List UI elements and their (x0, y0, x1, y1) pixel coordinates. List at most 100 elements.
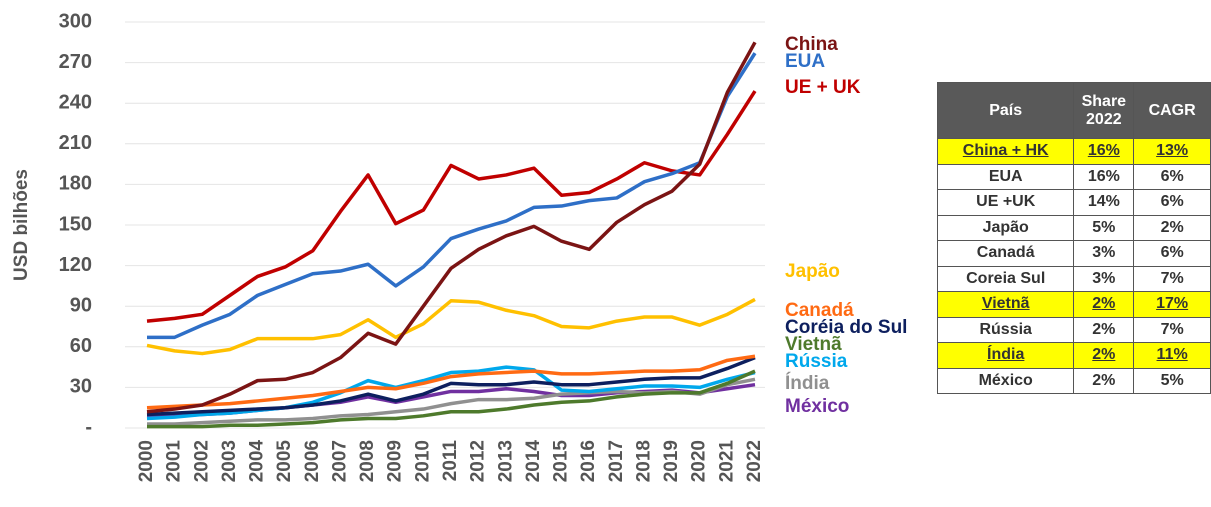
table-cell: 11% (1133, 342, 1211, 369)
x-tick-label: 2018 (633, 440, 654, 482)
table-cell: 6% (1133, 240, 1211, 267)
table-cell: UE +UK (937, 189, 1075, 216)
y-tick-label: - (85, 416, 92, 438)
header-row: País Share 2022 CAGR (937, 82, 1211, 139)
data-table: País Share 2022 CAGR China + HK 16% 13% EUA 16%… (937, 82, 1211, 394)
series-line (146, 297, 756, 356)
table-cell: 2% (1073, 316, 1135, 343)
series-line (146, 90, 757, 323)
table-cell: 16% (1073, 138, 1135, 165)
table-row: México 2% 5% (937, 367, 1211, 394)
table-container: País Share 2022 CAGR China + HK 16% 13% EUA 16%… (937, 82, 1211, 428)
table-cell: 6% (1133, 189, 1211, 216)
x-tick-label: 2022 (744, 440, 765, 482)
x-tick-label: 2016 (578, 440, 599, 482)
x-tick-label: 2008 (357, 440, 378, 482)
y-tick-label: 60 (70, 335, 92, 357)
x-tick-label: 2005 (274, 440, 295, 483)
series-line (146, 365, 756, 421)
x-tick-label: 2002 (191, 440, 212, 482)
table-row: Japão 5% 2% (937, 214, 1211, 241)
x-tick-label: 2007 (329, 440, 350, 482)
series-line (146, 41, 757, 414)
table-cell: 7% (1133, 316, 1211, 343)
table-cell: Canadá (937, 240, 1075, 267)
x-tick-label: 2020 (689, 440, 710, 482)
table-cell: 14% (1073, 189, 1135, 216)
header-cell: País (937, 82, 1075, 139)
table-cell: México (937, 367, 1075, 394)
x-tick-label: 2004 (247, 440, 268, 483)
series-label: Canadá (785, 300, 854, 321)
table-cell: China + HK (937, 138, 1075, 165)
table-row: UE +UK 14% 6% (937, 189, 1211, 216)
table-cell: 2% (1133, 214, 1211, 241)
table-cell: Coreia Sul (937, 265, 1075, 292)
y-tick-label: 210 (59, 132, 92, 154)
x-tick-label: 2003 (219, 440, 240, 482)
table-row: EUA 16% 6% (937, 163, 1211, 190)
y-tick-label: 150 (59, 213, 92, 235)
x-tick-label: 2014 (523, 440, 544, 483)
table-row: Rússia 2% 7% (937, 316, 1211, 343)
series-label: Japão (785, 261, 840, 282)
series-label: México (785, 396, 849, 417)
x-tick-label: 2009 (385, 440, 406, 482)
x-tick-label: 2001 (164, 440, 185, 483)
table-cell: 16% (1073, 163, 1135, 190)
x-tick-label: 2019 (661, 440, 682, 482)
x-tick-label: 2015 (551, 440, 572, 483)
table-cell: 7% (1133, 265, 1211, 292)
table-row: Índia 2% 11% (937, 342, 1211, 369)
series-line (147, 369, 756, 429)
series-label: Rússia (785, 351, 848, 372)
table-cell: Índia (937, 342, 1075, 369)
x-tick-label: 2000 (136, 440, 157, 482)
series-label: China (785, 34, 838, 55)
table-cell: EUA (937, 163, 1075, 190)
table-cell: 3% (1073, 240, 1135, 267)
x-tick-label: 2006 (302, 440, 323, 482)
x-tick-label: 2021 (716, 440, 737, 483)
y-tick-label: 300 (59, 10, 92, 32)
series-label: UE + UK (785, 77, 861, 98)
x-tick-label: 2011 (440, 440, 461, 482)
table-cell: Rússia (937, 316, 1075, 343)
x-tick-label: 2013 (495, 440, 516, 482)
table-cell: 3% (1073, 265, 1135, 292)
x-tick-label: 2012 (468, 440, 489, 482)
y-axis-title: USD bilhões (11, 169, 32, 281)
y-tick-label: 270 (59, 51, 92, 73)
header-cell: CAGR (1133, 82, 1211, 139)
header-cell: Share 2022 (1073, 82, 1135, 139)
y-tick-label: 180 (59, 173, 92, 195)
x-tick-label: 2017 (606, 440, 627, 482)
chart: USD bilhões - 30 60 90 120 150 180 210 240 270 300… (11, 10, 907, 483)
table-row: China + HK 16% 13% (937, 138, 1211, 165)
table-row: Vietnã 2% 17% (937, 291, 1211, 318)
table-row: Coreia Sul 3% 7% (937, 265, 1211, 292)
series-label: Coréia do Sul (785, 317, 907, 338)
table-cell: 2% (1073, 291, 1135, 318)
table-cell: 13% (1133, 138, 1211, 165)
x-tick-label: 2010 (412, 440, 433, 482)
y-tick-label: 240 (59, 91, 92, 113)
table-cell: 17% (1133, 291, 1211, 318)
table-cell: Vietnã (937, 291, 1075, 318)
table-cell: Japão (937, 214, 1075, 241)
y-tick-label: 90 (70, 294, 92, 316)
table-cell: 5% (1073, 214, 1135, 241)
series-label: EUA (785, 51, 825, 72)
series-label: Índia (785, 372, 830, 394)
series-line (146, 354, 756, 410)
table-row: Canadá 3% 6% (937, 240, 1211, 267)
y-tick-label: 120 (59, 254, 92, 276)
table-cell: 6% (1133, 163, 1211, 190)
series-line (147, 52, 757, 340)
series-label: Vietnã (785, 334, 842, 355)
table-cell: 5% (1133, 367, 1211, 394)
y-tick-label: 30 (70, 376, 92, 398)
table-cell: 2% (1073, 342, 1135, 369)
table-cell: 2% (1073, 367, 1135, 394)
